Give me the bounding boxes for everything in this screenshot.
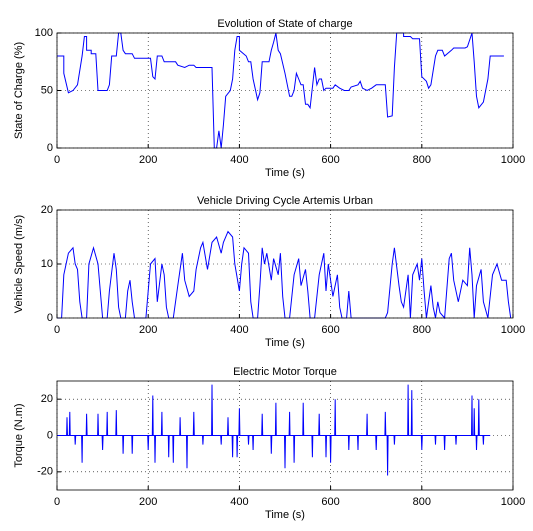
x-tick-label: 600 [321, 496, 339, 508]
y-tick-label: 0 [47, 429, 53, 441]
data-line [57, 230, 512, 320]
y-axis-label: Vehicle Speed (m/s) [13, 215, 25, 313]
x-axis-label: Time (s) [265, 337, 305, 349]
x-tick-label: 200 [139, 324, 157, 336]
x-axis-label: Time (s) [265, 509, 305, 521]
x-tick-label: 1000 [501, 324, 525, 336]
axes-frame [56, 32, 514, 149]
x-axis-label: Time (s) [265, 167, 305, 179]
data-line [57, 32, 504, 149]
x-tick-label: 600 [321, 154, 339, 166]
x-tick-label: 400 [230, 324, 248, 336]
x-tick-label: 800 [413, 324, 431, 336]
x-tick-label: 0 [54, 154, 60, 166]
x-tick-label: 600 [321, 324, 339, 336]
chart-title: Vehicle Driving Cycle Artemis Urban [197, 195, 373, 207]
y-tick-label: 0 [47, 142, 53, 154]
y-tick-label: 0 [47, 312, 53, 324]
x-tick-label: 0 [54, 496, 60, 508]
y-tick-label: 20 [41, 204, 53, 216]
x-tick-label: 400 [230, 496, 248, 508]
y-tick-label: 20 [41, 393, 53, 405]
axes-frame [56, 209, 514, 319]
y-axis-label: Torque (N.m) [13, 403, 25, 467]
x-tick-label: 1000 [501, 496, 525, 508]
x-tick-label: 200 [139, 496, 157, 508]
y-tick-label: 100 [35, 27, 53, 39]
y-tick-label: 50 [41, 84, 53, 96]
x-tick-label: 0 [54, 324, 60, 336]
y-tick-label: 10 [41, 258, 53, 270]
x-tick-label: 400 [230, 154, 248, 166]
x-tick-label: 800 [413, 154, 431, 166]
y-tick-label: -20 [37, 466, 53, 478]
y-axis-label: State of Charge (%) [13, 42, 25, 139]
x-tick-label: 200 [139, 154, 157, 166]
chart-title: Electric Motor Torque [233, 366, 337, 378]
axes-frame [56, 380, 514, 491]
x-tick-label: 1000 [501, 154, 525, 166]
chart-title: Evolution of State of charge [217, 18, 352, 30]
x-tick-label: 800 [413, 496, 431, 508]
data-line [57, 384, 491, 476]
